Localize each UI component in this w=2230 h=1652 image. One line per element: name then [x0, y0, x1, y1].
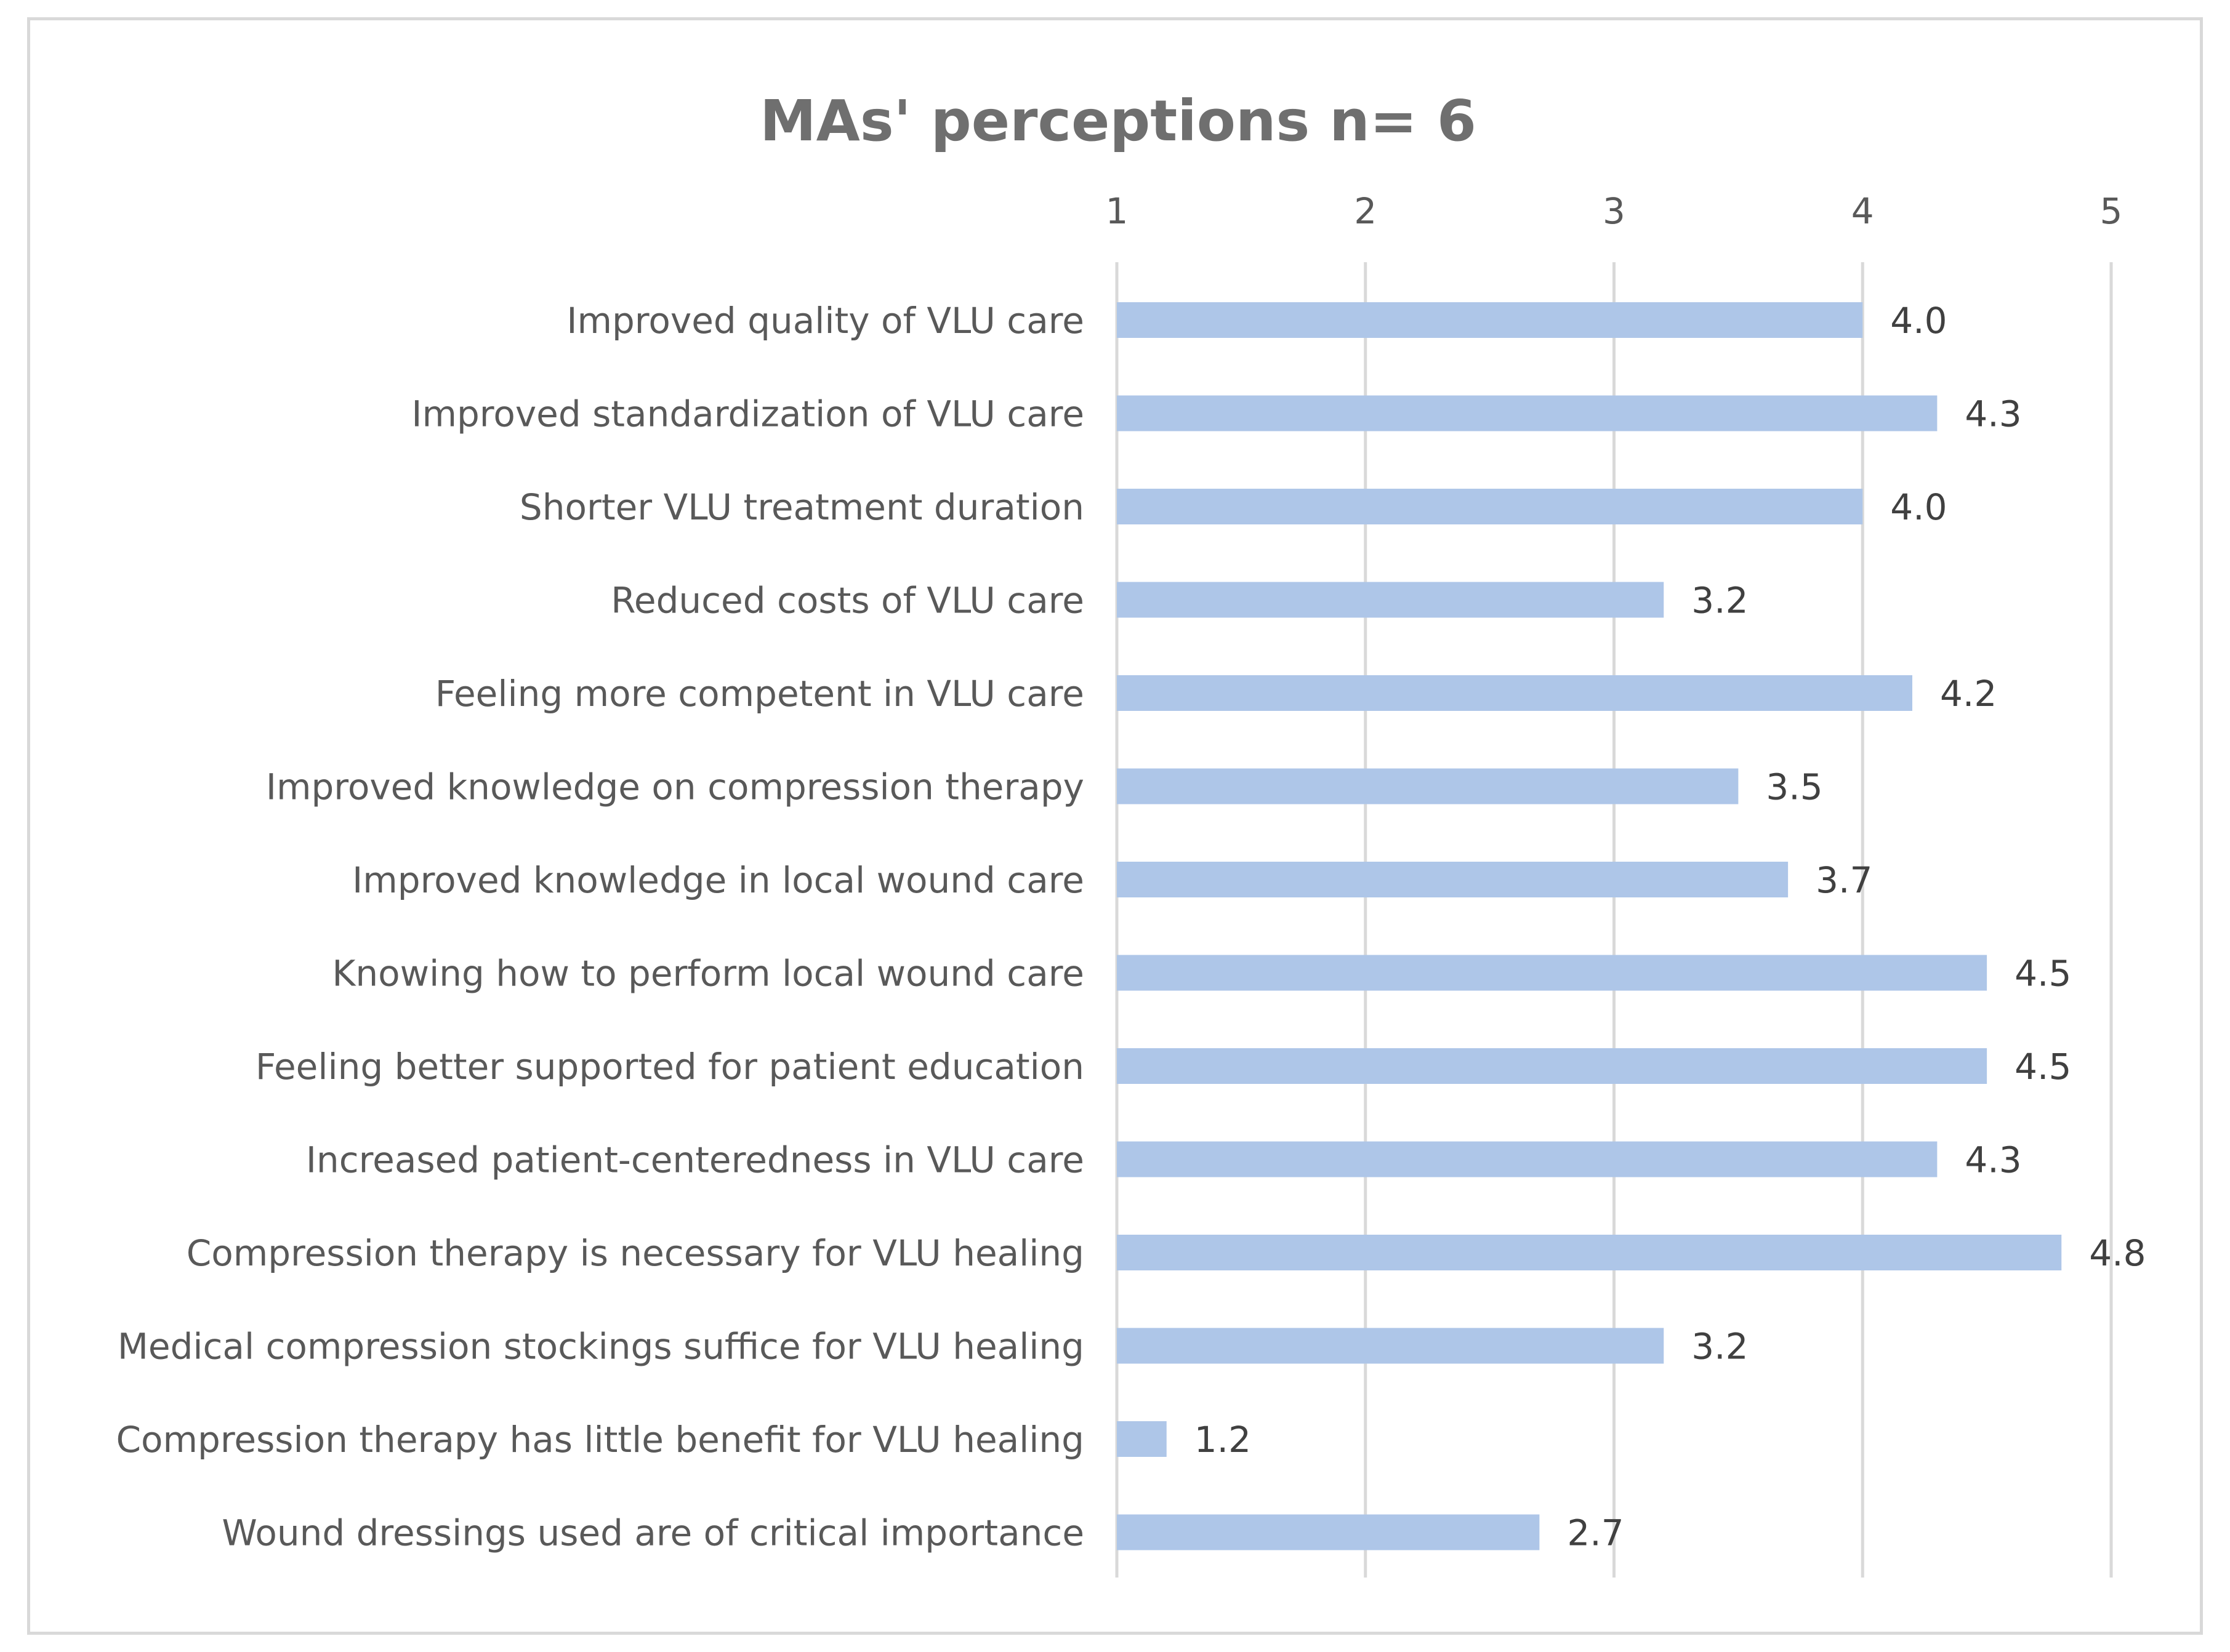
data-label-1: 4.0	[1890, 300, 1947, 342]
bar-13	[1117, 1421, 1167, 1457]
bar-5	[1117, 675, 1912, 711]
category-label-3: Shorter VLU treatment duration	[520, 486, 1084, 528]
data-label-7: 3.7	[1816, 859, 1872, 901]
x-tick-label-4: 4	[1851, 190, 1874, 232]
category-label-9: Feeling better supported for patient edu…	[256, 1046, 1084, 1088]
bar-4	[1117, 582, 1664, 618]
bar-14	[1117, 1514, 1540, 1550]
data-label-11: 4.8	[2089, 1232, 2146, 1274]
data-label-14: 2.7	[1567, 1512, 1624, 1554]
x-tick-label-3: 3	[1603, 190, 1625, 232]
chart-title: MAs' perceptions n= 6	[760, 88, 1476, 154]
bar-chart: MAs' perceptions n= 6 1 2 3 4 5 Improved qua…	[116, 88, 2146, 1578]
data-label-10: 4.3	[1965, 1139, 2021, 1181]
bar-6	[1117, 768, 1739, 804]
data-label-9: 4.5	[2015, 1046, 2071, 1088]
bar-1	[1117, 302, 1863, 338]
data-label-6: 3.5	[1766, 766, 1822, 808]
bars	[1117, 302, 2062, 1550]
gridlines	[1115, 262, 2113, 1578]
data-label-3: 4.0	[1890, 486, 1947, 528]
x-tick-label-2: 2	[1354, 190, 1377, 232]
data-label-2: 4.3	[1965, 393, 2021, 435]
category-label-13: Compression therapy has little benefit f…	[116, 1419, 1084, 1461]
bar-8	[1117, 955, 1987, 991]
chart-frame: MAs' perceptions n= 6 1 2 3 4 5 Improved qua…	[27, 17, 2203, 1635]
bar-12	[1117, 1328, 1664, 1364]
data-label-4: 3.2	[1691, 580, 1748, 622]
bar-9	[1117, 1048, 1987, 1084]
category-label-4: Reduced costs of VLU care	[611, 580, 1084, 622]
bar-10	[1117, 1141, 1938, 1177]
category-label-8: Knowing how to perform local wound care	[332, 953, 1084, 995]
category-labels: Improved quality of VLU care Improved sta…	[116, 300, 1084, 1554]
category-label-5: Feeling more competent in VLU care	[435, 673, 1084, 715]
bar-11	[1117, 1235, 2062, 1270]
category-label-11: Compression therapy is necessary for VLU…	[187, 1232, 1084, 1274]
bar-2	[1117, 395, 1938, 431]
x-tick-label-1: 1	[1106, 190, 1129, 232]
category-label-12: Medical compression stockings suffice fo…	[118, 1326, 1084, 1368]
bar-3	[1117, 489, 1863, 524]
category-label-6: Improved knowledge on compression therap…	[266, 766, 1084, 808]
category-label-14: Wound dressings used are of critical imp…	[222, 1512, 1084, 1554]
bar-7	[1117, 862, 1789, 897]
x-tick-label-5: 5	[2100, 190, 2123, 232]
data-labels: 4.0 4.3 4.0 3.2 4.2 3.5 3.7 4.5 4.5 4.3 4.8 3.2 1.2 2…	[1194, 300, 2146, 1554]
category-label-1: Improved quality of VLU care	[566, 300, 1084, 342]
data-label-8: 4.5	[2015, 953, 2071, 995]
data-label-13: 1.2	[1194, 1419, 1251, 1461]
category-label-2: Improved standardization of VLU care	[411, 393, 1084, 435]
x-axis-ticks: 1 2 3 4 5	[1106, 190, 2123, 232]
data-label-12: 3.2	[1691, 1326, 1748, 1368]
category-label-10: Increased patient-centeredness in VLU ca…	[306, 1139, 1084, 1181]
category-label-7: Improved knowledge in local wound care	[352, 859, 1084, 901]
data-label-5: 4.2	[1940, 673, 1997, 715]
